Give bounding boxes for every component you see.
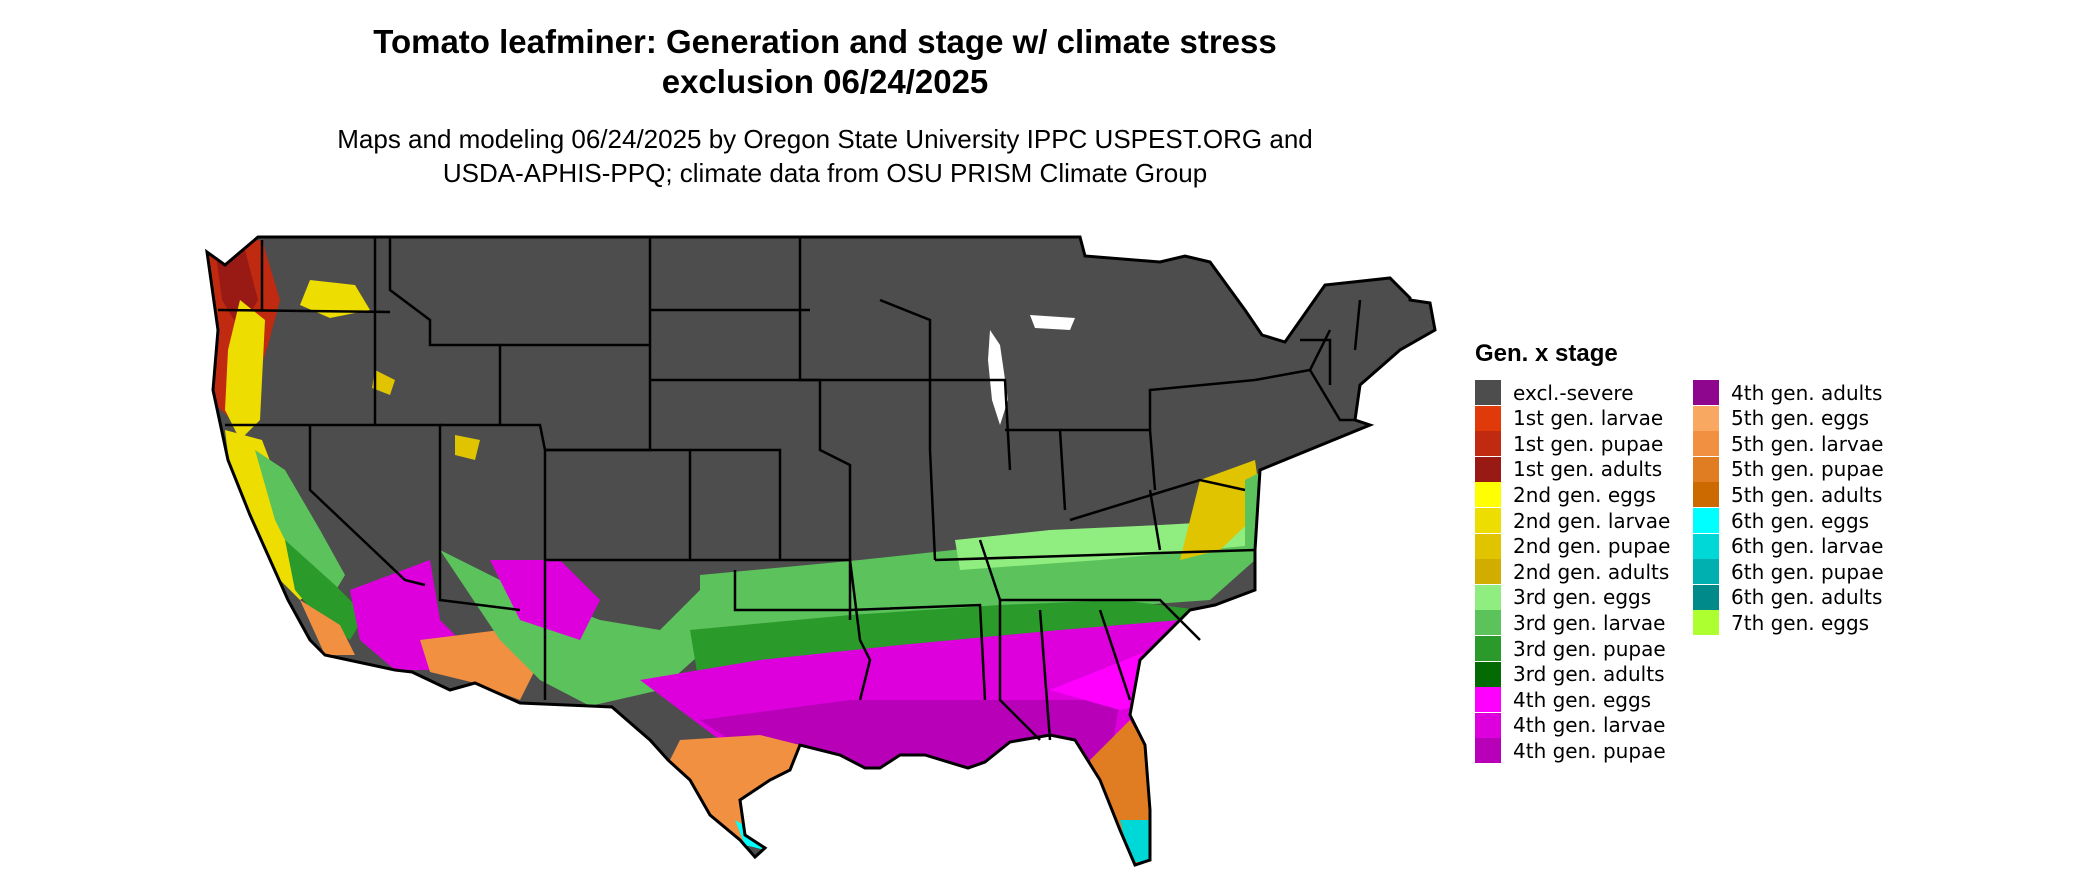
- legend-swatch: [1475, 559, 1501, 585]
- map-title-line-2: exclusion 06/24/2025: [661, 63, 989, 100]
- legend-swatch: [1693, 405, 1719, 431]
- zone-2nd-gen-larvae-coast: [225, 300, 265, 440]
- map-title-line-1: Tomato leafminer: Generation and stage w…: [373, 23, 1277, 60]
- zone-3rd-gen-pupae-ca: [285, 540, 365, 640]
- legend-label: 2nd gen. pupae: [1513, 534, 1671, 559]
- legend-label: 4th gen. adults: [1731, 380, 1883, 405]
- legend-swatch: [1475, 687, 1501, 713]
- legend-swatch: [1693, 559, 1719, 585]
- legend-swatch: [1475, 482, 1501, 508]
- legend-label: 3rd gen. larvae: [1513, 610, 1666, 635]
- legend-label: 5th gen. eggs: [1731, 406, 1870, 431]
- legend-label: 2nd gen. eggs: [1513, 482, 1656, 507]
- legend-swatch: [1475, 533, 1501, 559]
- lake-superior-edge: [1030, 315, 1075, 330]
- map-subtitle-line-2: USDA-APHIS-PPQ; climate data from OSU PR…: [442, 158, 1208, 188]
- legend-item: 4th gen. adults: [1693, 380, 1882, 405]
- legend-swatch: [1693, 431, 1719, 457]
- legend-swatch: [1475, 431, 1501, 457]
- legend-label: 2nd gen. adults: [1513, 559, 1670, 584]
- legend-item: 6th gen. eggs: [1693, 508, 1869, 533]
- legend-label: 3rd gen. adults: [1513, 662, 1665, 687]
- legend-swatch: [1475, 738, 1501, 764]
- legend-swatch: [1475, 610, 1501, 636]
- legend-item: 6th gen. adults: [1693, 584, 1883, 610]
- zone-5th-gen-larvae-tx: [670, 735, 800, 848]
- legend: excl.-severe 1st gen. larvae 1st gen. pupa…: [1475, 380, 1915, 780]
- legend-label: 5th gen. pupae: [1731, 457, 1884, 482]
- legend-swatch: [1475, 712, 1501, 738]
- legend-label: 3rd gen. pupae: [1513, 636, 1666, 661]
- legend-item: 5th gen. larvae: [1693, 431, 1884, 457]
- legend-item: 2nd gen. pupae: [1475, 533, 1671, 559]
- legend-label: 1st gen. pupae: [1513, 431, 1664, 456]
- legend-item: 4th gen. pupae: [1475, 738, 1666, 764]
- legend-label: 6th gen. larvae: [1731, 534, 1884, 559]
- legend-item: 2nd gen. eggs: [1475, 482, 1656, 508]
- lake-michigan: [988, 330, 1008, 425]
- zone-3rd-gen-larvae-ca: [255, 450, 345, 600]
- legend-swatch: [1475, 584, 1501, 610]
- zone-2nd-gen-larvae-wa: [300, 280, 370, 318]
- legend-label: 1st gen. larvae: [1513, 406, 1664, 431]
- legend-swatch: [1475, 661, 1501, 687]
- state-borders: [205, 235, 1437, 867]
- zone-2nd-gen-pupae-ut: [455, 435, 480, 460]
- legend-swatch: [1693, 610, 1719, 636]
- legend-item: 6th gen. larvae: [1693, 533, 1884, 559]
- legend-item: 5th gen. adults: [1693, 482, 1883, 508]
- legend-item: 3rd gen. larvae: [1475, 610, 1666, 636]
- legend-label: 1st gen. adults: [1513, 457, 1663, 482]
- legend-swatch: [1693, 482, 1719, 508]
- legend-swatch: [1475, 380, 1501, 405]
- zone-5th-gen-sca: [300, 600, 355, 655]
- legend-label: excl.-severe: [1513, 380, 1634, 405]
- map-subtitle: Maps and modeling 06/24/2025 by Oregon S…: [260, 122, 1390, 190]
- legend-swatch: [1475, 405, 1501, 431]
- legend-label: 4th gen. pupae: [1513, 738, 1666, 763]
- zone-2nd-gen-pupae-ma: [1180, 460, 1262, 560]
- legend-item: 1st gen. larvae: [1475, 405, 1664, 431]
- legend-item: 6th gen. pupae: [1693, 559, 1884, 585]
- legend-label: 4th gen. larvae: [1513, 713, 1666, 738]
- legend-item: 4th gen. larvae: [1475, 712, 1666, 738]
- legend-swatch: [1693, 508, 1719, 533]
- legend-item: 3rd gen. eggs: [1475, 584, 1652, 610]
- legend-item: 5th gen. eggs: [1693, 405, 1870, 431]
- legend-swatch: [1475, 636, 1501, 661]
- legend-label: 5th gen. adults: [1731, 482, 1883, 507]
- map-subtitle-line-1: Maps and modeling 06/24/2025 by Oregon S…: [337, 124, 1313, 154]
- legend-swatch: [1475, 508, 1501, 533]
- legend-item: excl.-severe: [1475, 380, 1634, 405]
- legend-label: 6th gen. eggs: [1731, 508, 1870, 533]
- legend-swatch: [1693, 380, 1719, 405]
- legend-item: 3rd gen. adults: [1475, 661, 1665, 687]
- legend-item: 1st gen. pupae: [1475, 431, 1664, 457]
- legend-label: 4th gen. eggs: [1513, 687, 1652, 712]
- legend-label: 6th gen. adults: [1731, 585, 1883, 610]
- legend-label: 6th gen. pupae: [1731, 559, 1884, 584]
- legend-label: 2nd gen. larvae: [1513, 508, 1671, 533]
- legend-item: 2nd gen. larvae: [1475, 508, 1670, 533]
- legend-swatch: [1693, 456, 1719, 482]
- legend-swatch: [1693, 533, 1719, 559]
- legend-item: 5th gen. pupae: [1693, 456, 1884, 482]
- legend-item: 3rd gen. pupae: [1475, 636, 1666, 661]
- legend-item: 7th gen. eggs: [1693, 610, 1870, 636]
- legend-label: 5th gen. larvae: [1731, 431, 1884, 456]
- zone-2nd-gen-pupae-id: [372, 370, 395, 395]
- legend-item: 2nd gen. adults: [1475, 559, 1670, 585]
- legend-title: Gen. x stage: [1475, 340, 1618, 367]
- legend-item: 4th gen. eggs: [1475, 687, 1652, 713]
- legend-swatch: [1475, 456, 1501, 482]
- map-title: Tomato leafminer: Generation and stage w…: [300, 22, 1350, 102]
- legend-item: 1st gen. adults: [1475, 456, 1663, 482]
- legend-label: 3rd gen. eggs: [1513, 585, 1652, 610]
- legend-swatch: [1693, 584, 1719, 610]
- legend-label: 7th gen. eggs: [1731, 610, 1870, 635]
